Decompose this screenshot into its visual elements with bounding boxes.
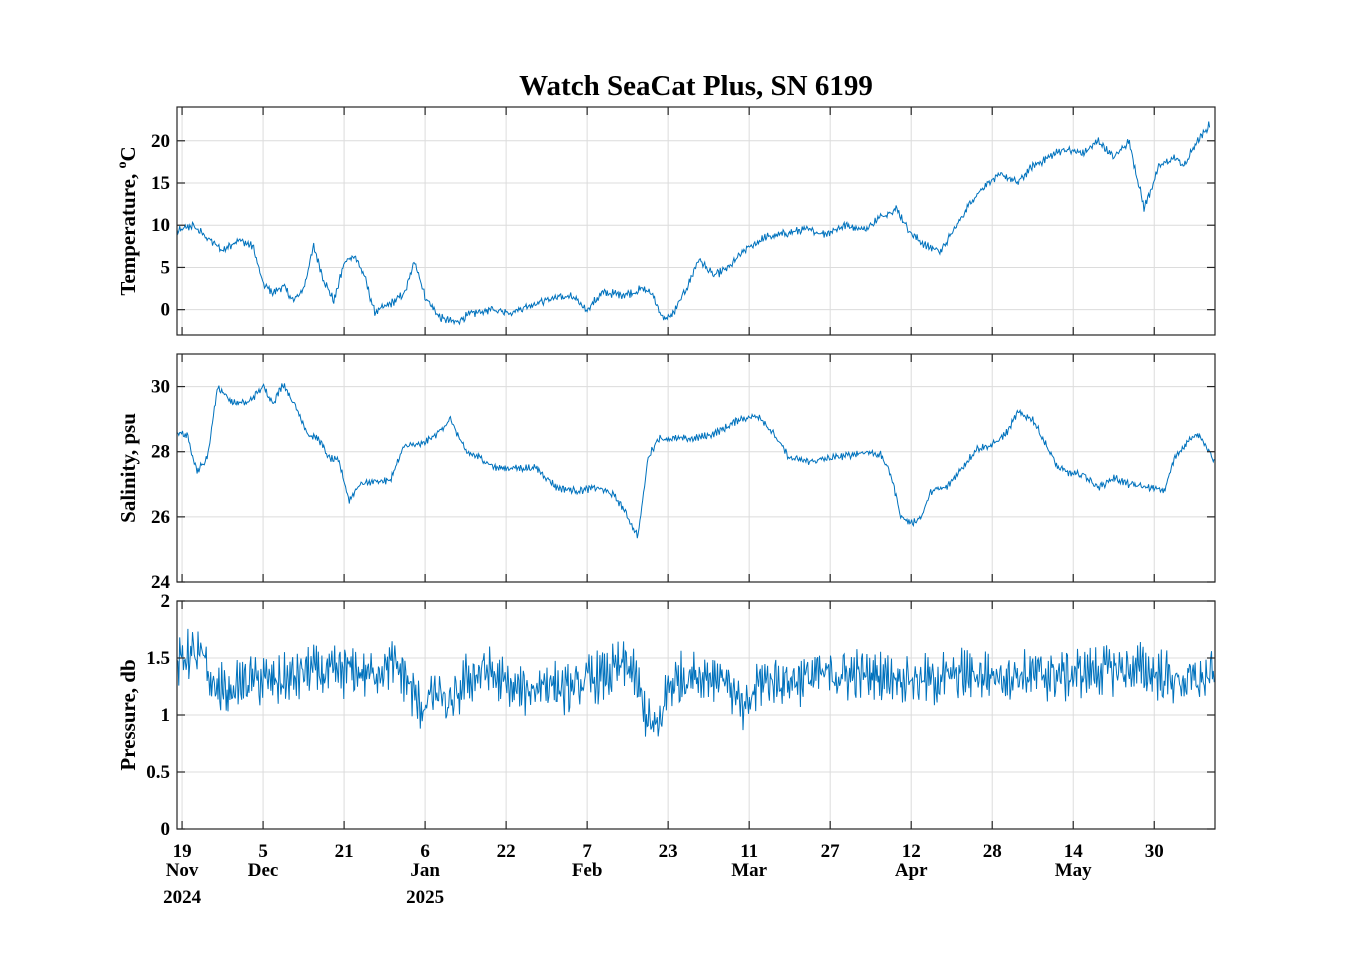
x-tick-month-label: Feb xyxy=(572,860,603,881)
plot-frame xyxy=(176,106,1216,336)
y-tick-label: 20 xyxy=(151,131,170,152)
x-tick-day-label: 19 xyxy=(173,841,192,862)
panel-1: 0 5 10 15 20 Temperature, oC xyxy=(115,106,1216,336)
y-tick-label: 0 xyxy=(161,819,171,840)
panel-2: 24 26 28 30 Salinity, psu xyxy=(116,353,1216,593)
x-tick-year-label: 2025 xyxy=(406,887,444,908)
x-tick-month-label: May xyxy=(1055,860,1092,881)
y-tick-label: 5 xyxy=(161,257,171,278)
x-tick-day-label: 5 xyxy=(258,841,268,862)
x-tick-month-label: Mar xyxy=(731,860,767,881)
x-tick-month-label: Apr xyxy=(895,860,928,881)
y-tick-label: 15 xyxy=(151,173,170,194)
x-tick-day-label: 14 xyxy=(1064,841,1084,862)
y-tick-label: 2 xyxy=(161,591,171,612)
x-tick-day-label: 30 xyxy=(1145,841,1164,862)
y-tick-label: 24 xyxy=(151,572,171,593)
x-tick-day-label: 28 xyxy=(983,841,1002,862)
x-tick-day-label: 7 xyxy=(582,841,592,862)
chart-title: Watch SeaCat Plus, SN 6199 xyxy=(519,70,873,102)
series-line xyxy=(176,383,1215,539)
x-tick-day-label: 22 xyxy=(497,841,516,862)
panel-3: 0 0.5 1 1.5 2 Pressure, db xyxy=(116,591,1216,840)
x-tick-day-label: 21 xyxy=(335,841,354,862)
y-tick-label: 28 xyxy=(151,442,170,463)
y-axis-label: Salinity, psu xyxy=(116,413,140,523)
y-axis-label: Pressure, db xyxy=(116,659,140,770)
x-tick-day-label: 23 xyxy=(659,841,678,862)
x-tick-month-label: Nov xyxy=(166,860,199,881)
y-tick-label: 1 xyxy=(161,705,171,726)
series-line xyxy=(176,628,1215,737)
y-axis-label: Temperature, oC xyxy=(115,146,140,295)
x-tick-day-label: 6 xyxy=(420,841,430,862)
x-tick-day-label: 12 xyxy=(902,841,921,862)
x-tick-month-label: Dec xyxy=(248,860,279,881)
y-tick-label: 0.5 xyxy=(146,762,170,783)
x-tick-day-label: 27 xyxy=(821,841,841,862)
y-tick-label: 26 xyxy=(151,507,170,528)
plot-frame xyxy=(176,353,1216,583)
series-line xyxy=(176,121,1211,326)
y-tick-label: 30 xyxy=(151,377,170,398)
y-tick-label: 0 xyxy=(161,300,171,321)
y-tick-label: 1.5 xyxy=(146,648,170,669)
y-tick-label: 10 xyxy=(151,215,170,236)
x-tick-day-label: 11 xyxy=(740,841,758,862)
x-tick-year-label: 2024 xyxy=(163,887,202,908)
x-tick-month-label: Jan xyxy=(410,860,440,881)
